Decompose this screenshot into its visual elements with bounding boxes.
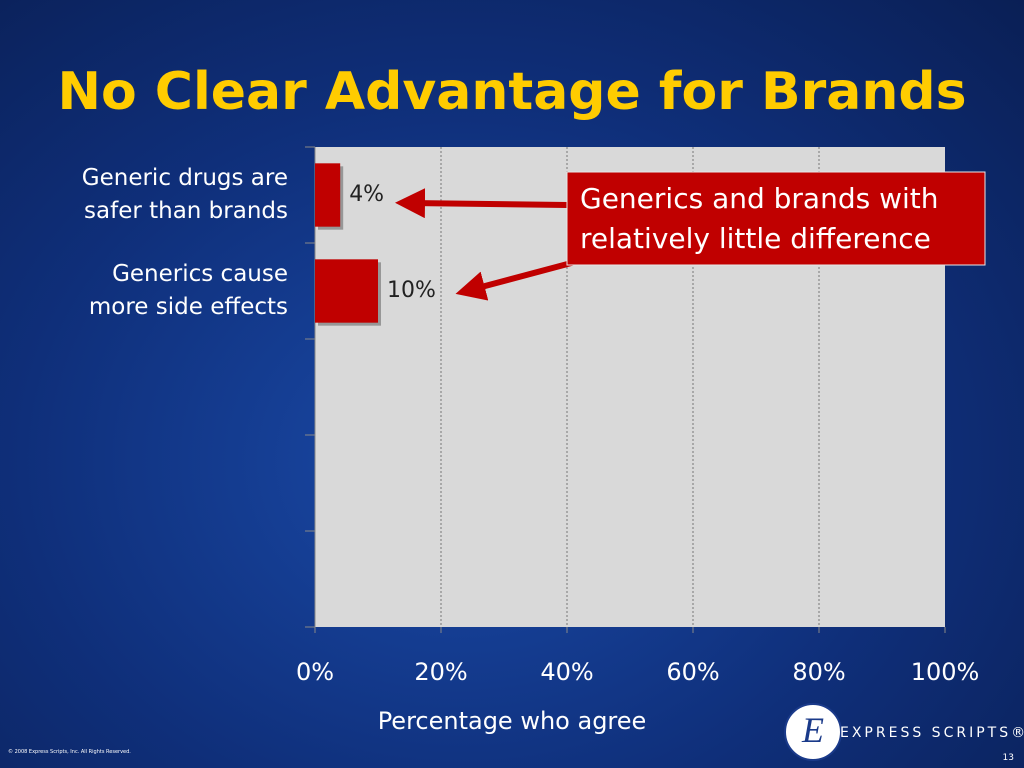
page-number: 13 [1003, 753, 1014, 763]
x-tick-label: 60% [666, 658, 719, 686]
arrow [395, 188, 568, 219]
x-tick-label: 80% [792, 658, 845, 686]
copyright: © 2008 Express Scripts, Inc. All Rights … [8, 748, 131, 755]
x-axis-title: Percentage who agree [378, 707, 647, 735]
x-tick-label: 20% [414, 658, 467, 686]
y-tick-label: Generic drugs are safer than brands [81, 165, 288, 224]
x-tick-label: 40% [540, 658, 593, 686]
y-tick-label: Generics cause more side effects [88, 261, 288, 320]
x-tick-label: 100% [911, 658, 980, 686]
x-tick-label: 0% [296, 658, 334, 686]
value-label: 10% [387, 278, 436, 303]
value-label: 4% [349, 182, 384, 207]
bar [315, 163, 341, 227]
callout-box [566, 171, 986, 266]
logo-letter: E [801, 710, 824, 750]
callout-text: Generics and brands with relatively litt… [580, 182, 939, 255]
logo-text: EXPRESS SCRIPTS® [840, 725, 1024, 741]
logo-icon [784, 703, 842, 761]
chart-title: No Clear Advantage for Brands [57, 62, 966, 122]
bar [315, 259, 378, 323]
